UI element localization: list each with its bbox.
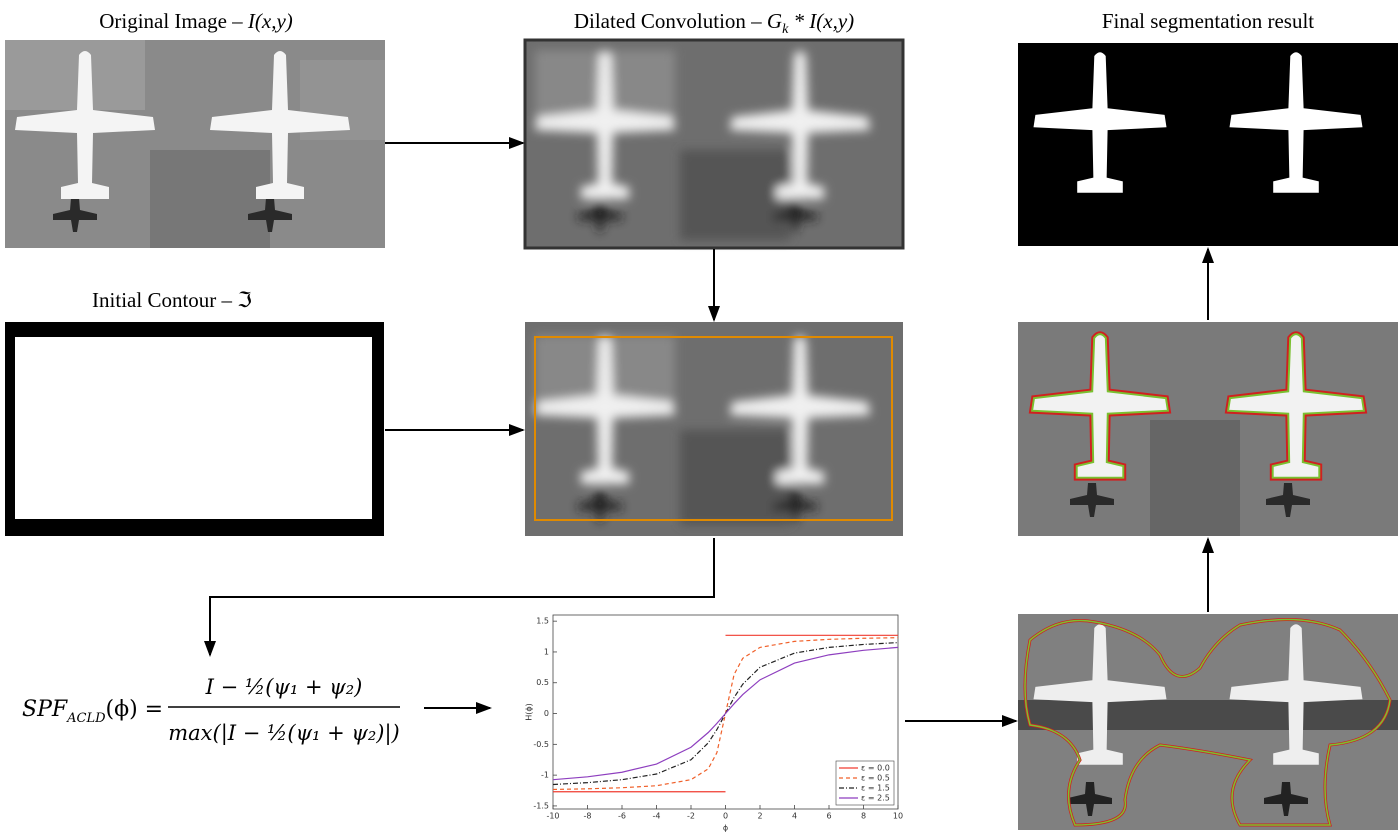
- dilated-image: [523, 38, 905, 250]
- intermediate-contour: [1018, 614, 1398, 830]
- segmentation-result-part: [1018, 43, 1398, 246]
- final-contour: [1018, 322, 1398, 536]
- original-image: [5, 40, 385, 248]
- panel-title-part: * I(x,y): [794, 9, 855, 33]
- dilated-image-part-part: [680, 150, 790, 240]
- x-tick-label: -8: [584, 812, 592, 821]
- panel-title-part: Original Image –: [99, 9, 243, 33]
- intermediate-contour-part: [1024, 618, 1391, 826]
- h-phi-chart: -10 -8 -6 -4 -2 0 2 4 6 8 10 -1.5 -1 -0.5 0 0.5 1 1.5 ϕ H(ϕ…: [525, 614, 903, 832]
- x-axis-label: ϕ: [723, 824, 728, 832]
- x-tick-label: 4: [792, 812, 797, 821]
- dilated-image-part: [523, 38, 905, 250]
- dilated-with-contour-part-part: [680, 430, 790, 525]
- x-tick-label: 2: [757, 812, 762, 821]
- formula-lhs-part: SPF: [22, 697, 68, 722]
- y-tick-label: -1: [541, 771, 549, 780]
- panel-title-part: G: [767, 9, 782, 33]
- initial-contour-part: [15, 337, 372, 519]
- panel-title: Original Image – I(x,y): [99, 9, 293, 33]
- formula-denominator: max(|I − ½(ψ₁ + ψ₂)|): [168, 721, 400, 746]
- panel-title-part: Initial Contour –: [92, 288, 232, 312]
- panel-title-part: I(x,y): [247, 9, 293, 33]
- data-line: [552, 646, 899, 781]
- initial-contour: [5, 322, 384, 536]
- dilated-with-contour: [525, 322, 903, 536]
- x-tick-label: 10: [893, 812, 903, 821]
- data-line: [553, 634, 898, 793]
- panel-title-part: ℑ: [237, 288, 252, 312]
- panel-title-part: k: [782, 22, 789, 37]
- arrows-part: [204, 538, 715, 657]
- y-tick-label: 0: [544, 709, 549, 718]
- x-tick-label: -6: [618, 812, 626, 821]
- dilated-image-part: [535, 50, 870, 240]
- x-tick-label: -10: [546, 812, 559, 821]
- panel-title: Dilated Convolution – Gk * I(x,y): [574, 9, 854, 38]
- legend-label: ε = 1.5: [861, 784, 890, 793]
- x-tick-label: -2: [687, 812, 695, 821]
- dilated-with-contour-part: [534, 336, 893, 521]
- y-tick-label: -0.5: [533, 740, 549, 749]
- formula: SPFACLD(ϕ) = I − ½(ψ₁ + ψ₂) max(|I − ½(ψ…: [22, 675, 400, 746]
- original-image-part: [150, 150, 270, 248]
- x-tick-label: -4: [653, 812, 661, 821]
- formula-numerator: I − ½(ψ₁ + ψ₂): [205, 675, 363, 699]
- y-tick-label: 0.5: [536, 678, 549, 687]
- panel-title: Final segmentation result: [1102, 9, 1314, 33]
- data-line: [552, 641, 899, 786]
- intermediate-contour-part: [1018, 700, 1398, 730]
- arrows: [204, 137, 1214, 727]
- x-tick-label: 0: [723, 812, 728, 821]
- legend-label: ε = 0.5: [861, 774, 890, 783]
- y-axis-label: H(ϕ): [525, 703, 534, 721]
- y-tick-label: 1: [544, 647, 549, 656]
- original-image-part: [5, 40, 145, 110]
- formula-lhs: SPFACLD(ϕ) =: [22, 697, 163, 726]
- dilated-with-contour-part: [535, 335, 870, 525]
- y-tick-label: -1.5: [533, 801, 549, 810]
- formula-lhs-part: (ϕ) =: [106, 697, 164, 722]
- y-tick-label: 1.5: [536, 617, 549, 626]
- panel-title: Initial Contour – ℑ: [92, 288, 252, 312]
- legend-label: ε = 2.5: [861, 794, 890, 803]
- formula-lhs-part: ACLD: [66, 711, 106, 726]
- segmentation-result: [1018, 43, 1398, 246]
- legend-label: ε = 0.0: [861, 764, 890, 773]
- x-tick-label: 6: [826, 812, 831, 821]
- panel-title-part: Dilated Convolution –: [574, 9, 762, 33]
- final-contour-part: [1150, 420, 1240, 536]
- x-tick-label: 8: [861, 812, 866, 821]
